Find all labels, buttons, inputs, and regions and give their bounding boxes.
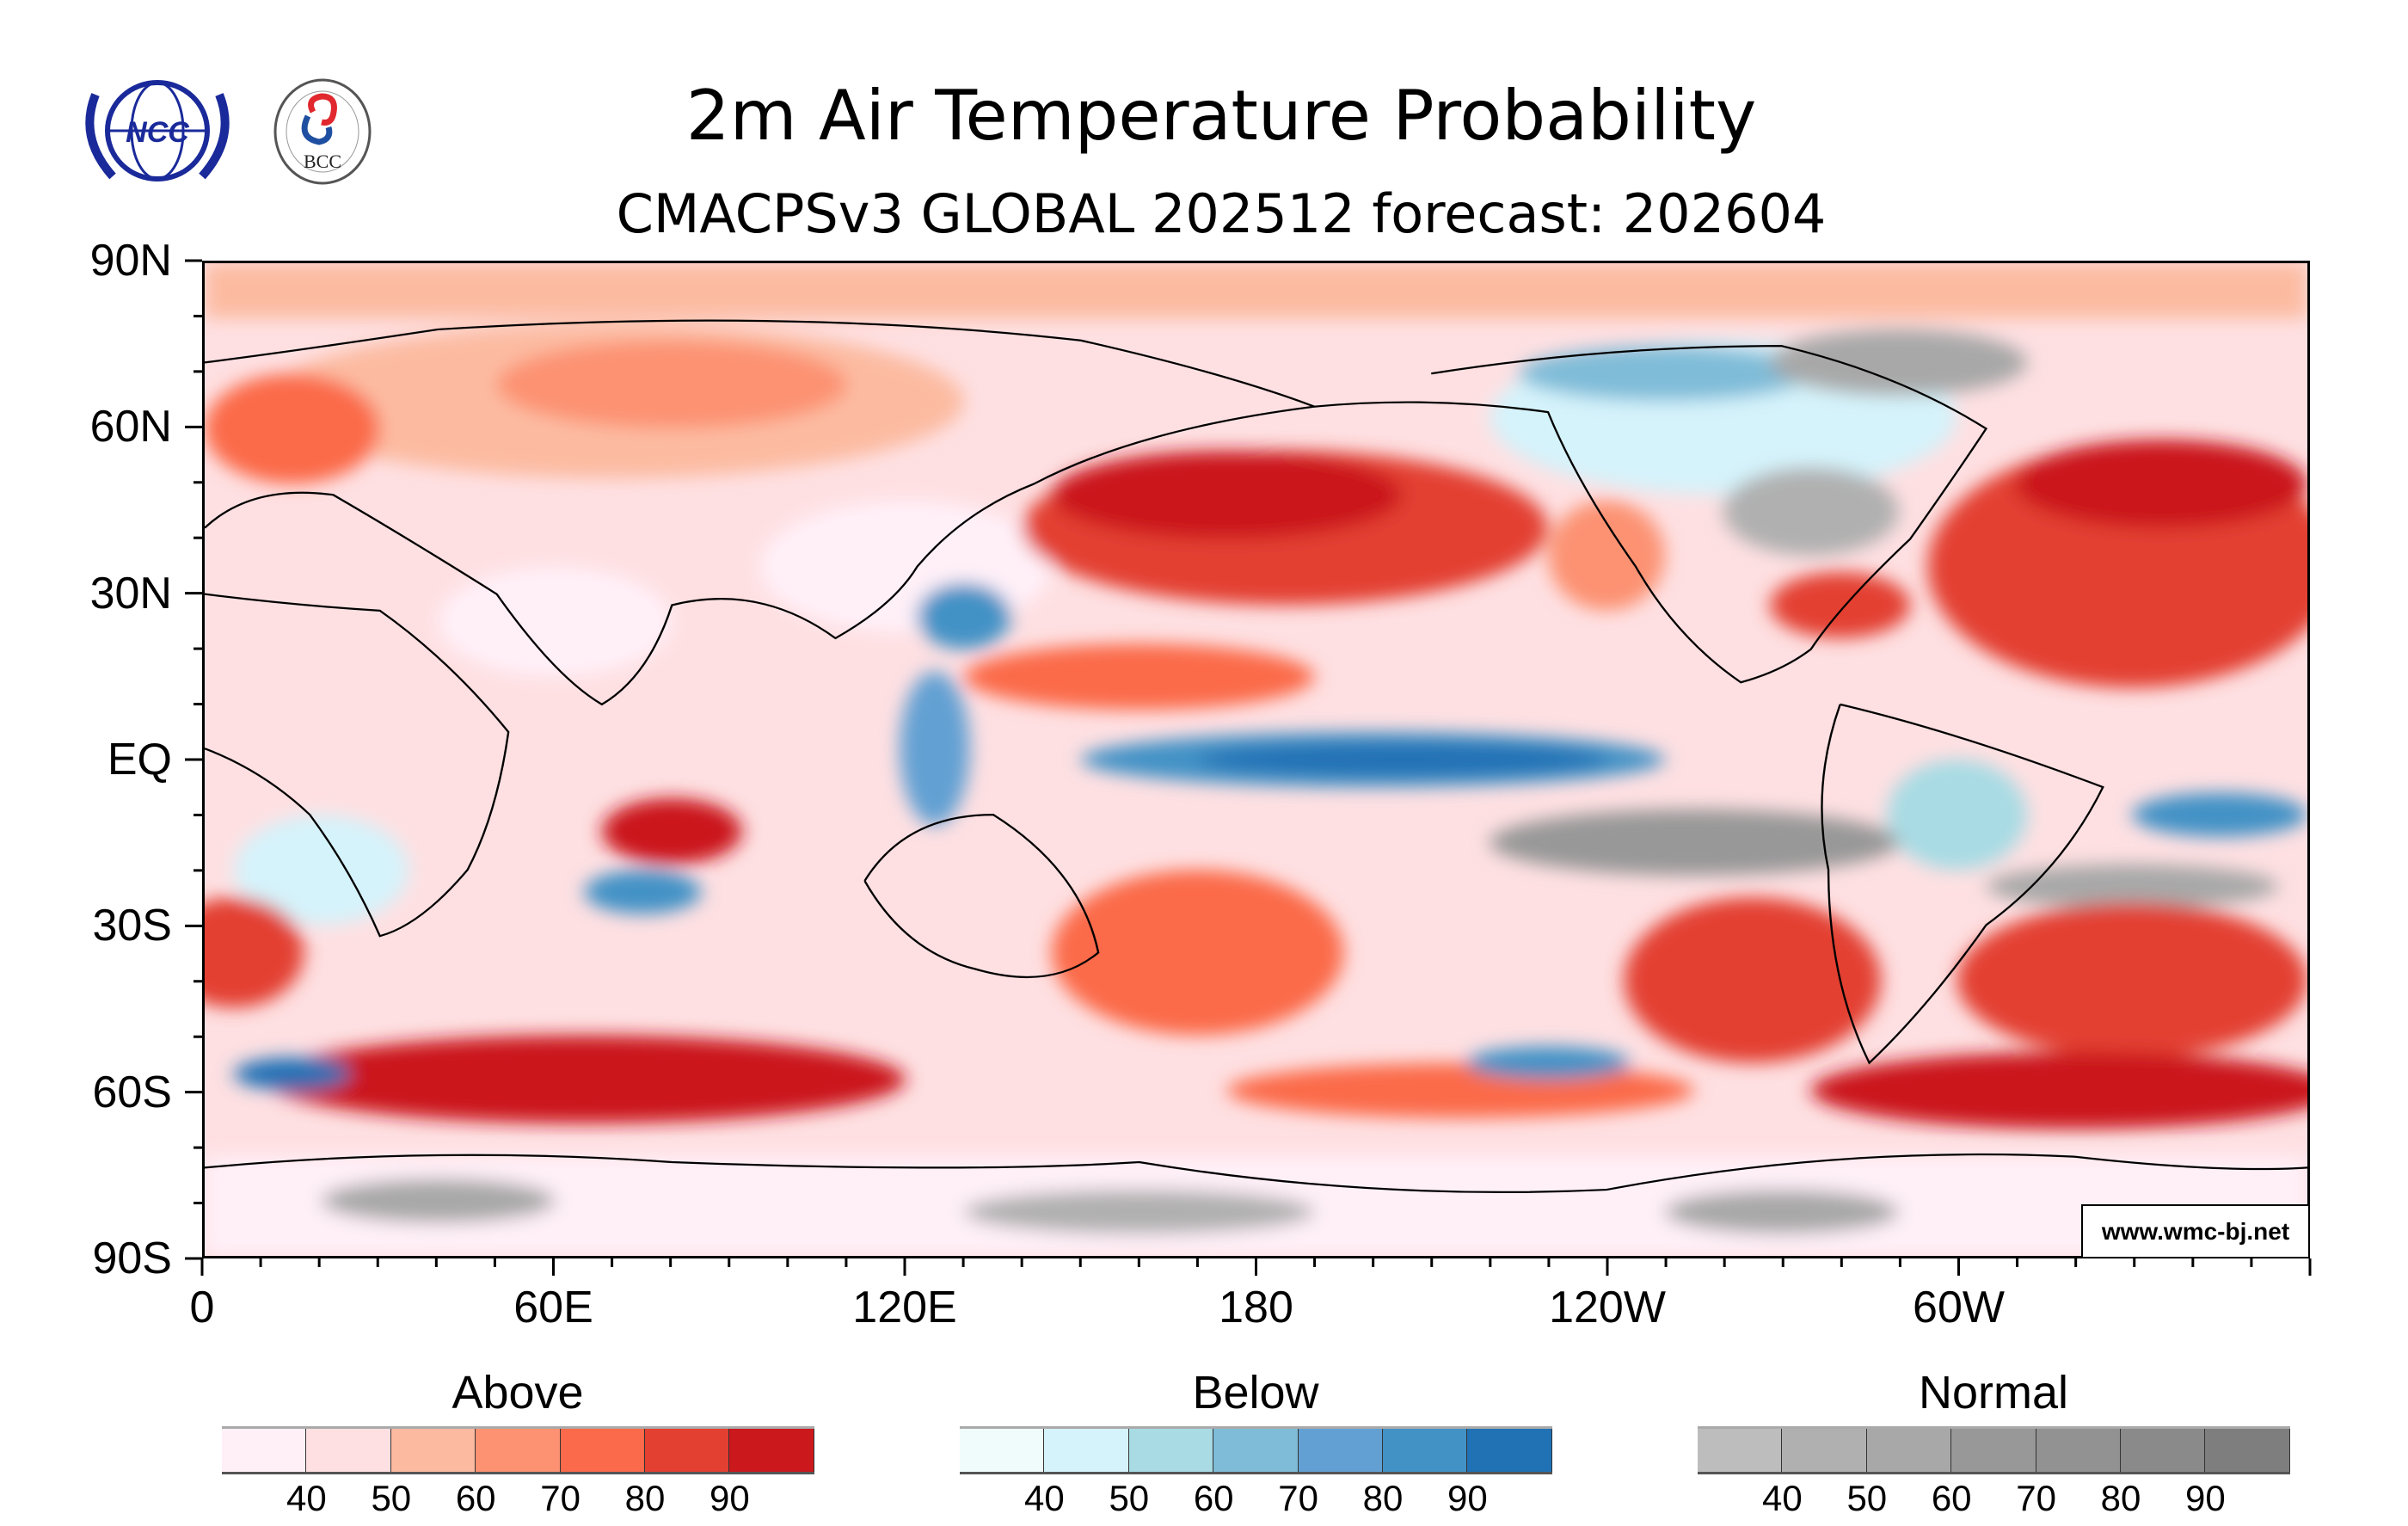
legend-swatch xyxy=(960,1429,1045,1472)
probability-map xyxy=(202,261,2310,1258)
lon-label: 0 xyxy=(189,1283,215,1332)
lon-label: 120E xyxy=(852,1283,957,1332)
legend-below-title: Below xyxy=(1192,1367,1319,1418)
lat-label: EQ xyxy=(107,735,172,785)
legend-tick-label: 50 xyxy=(371,1478,412,1518)
legend-swatch xyxy=(1298,1429,1383,1472)
legend-swatch xyxy=(1382,1429,1468,1472)
lon-label: 120W xyxy=(1549,1283,1666,1332)
legend-tick-label: 60 xyxy=(455,1478,496,1518)
legend-swatch xyxy=(1128,1429,1214,1472)
lon-label: 180 xyxy=(1219,1283,1293,1332)
legend-tick-label: 50 xyxy=(1846,1478,1888,1518)
legend-swatch xyxy=(644,1429,730,1472)
legend-swatch xyxy=(1213,1429,1299,1472)
lat-label: 60S xyxy=(92,1067,172,1117)
legend-swatch xyxy=(1698,1429,1783,1472)
legend-above-colorbar xyxy=(222,1426,814,1474)
legend-tick-label: 80 xyxy=(1362,1478,1404,1518)
chart-title: 2m Air Temperature Probability xyxy=(685,76,1757,156)
lat-label: 30N xyxy=(89,568,172,618)
legend-swatch xyxy=(1951,1429,2036,1472)
legend-swatch xyxy=(476,1429,561,1472)
ncc-logo: NCC xyxy=(70,77,245,189)
legend-tick-label: 90 xyxy=(710,1478,750,1518)
legend-normal-colorbar xyxy=(1698,1426,2290,1474)
legend-tick-label: 60 xyxy=(1193,1478,1234,1518)
legend-tick-label: 90 xyxy=(1447,1478,1488,1518)
chart-subtitle: CMACPSv3 GLOBAL 202512 forecast: 202604 xyxy=(616,182,1827,245)
legend-below-colorbar xyxy=(960,1426,1552,1474)
lon-label: 60E xyxy=(513,1283,593,1332)
legend-swatch xyxy=(1782,1429,1867,1472)
legend-normal-title: Normal xyxy=(1918,1367,2069,1418)
legend-above-title: Above xyxy=(452,1367,584,1418)
watermark-url: www.wmc-bj.net xyxy=(2081,1204,2310,1258)
lat-label: 90N xyxy=(89,236,172,286)
legend-tick-label: 70 xyxy=(540,1478,580,1518)
legend-tick-label: 50 xyxy=(1109,1478,1150,1518)
legend-swatch xyxy=(222,1429,307,1472)
svg-text:NCC: NCC xyxy=(126,116,189,149)
legend-swatch xyxy=(2120,1429,2206,1472)
legend-swatch xyxy=(2205,1429,2290,1472)
legend-swatch xyxy=(560,1429,645,1472)
lon-label: 60W xyxy=(1913,1283,2005,1332)
bcc-logo: BCC xyxy=(272,77,373,186)
legend-tick-label: 60 xyxy=(1931,1478,1972,1518)
legend-tick-label: 40 xyxy=(286,1478,327,1518)
lat-label: 60N xyxy=(89,402,172,452)
legend-tick-label: 70 xyxy=(2016,1478,2056,1518)
legend-tick-label: 80 xyxy=(624,1478,666,1518)
svg-text:BCC: BCC xyxy=(304,151,341,172)
map-field xyxy=(205,263,2307,1256)
legend-swatch xyxy=(729,1429,814,1472)
legend-tick-label: 80 xyxy=(2100,1478,2141,1518)
legend-tick-label: 90 xyxy=(2185,1478,2226,1518)
legend-swatch xyxy=(2036,1429,2121,1472)
legend-swatch xyxy=(306,1429,391,1472)
legend-swatch xyxy=(1866,1429,1952,1472)
legend-swatch xyxy=(1467,1429,1552,1472)
legend-tick-label: 70 xyxy=(1278,1478,1318,1518)
legend-swatch xyxy=(1044,1429,1129,1472)
legend-swatch xyxy=(390,1429,476,1472)
legend-tick-label: 40 xyxy=(1762,1478,1803,1518)
legend-tick-label: 40 xyxy=(1024,1478,1065,1518)
lat-label: 30S xyxy=(92,901,172,951)
lat-label: 90S xyxy=(92,1234,172,1283)
